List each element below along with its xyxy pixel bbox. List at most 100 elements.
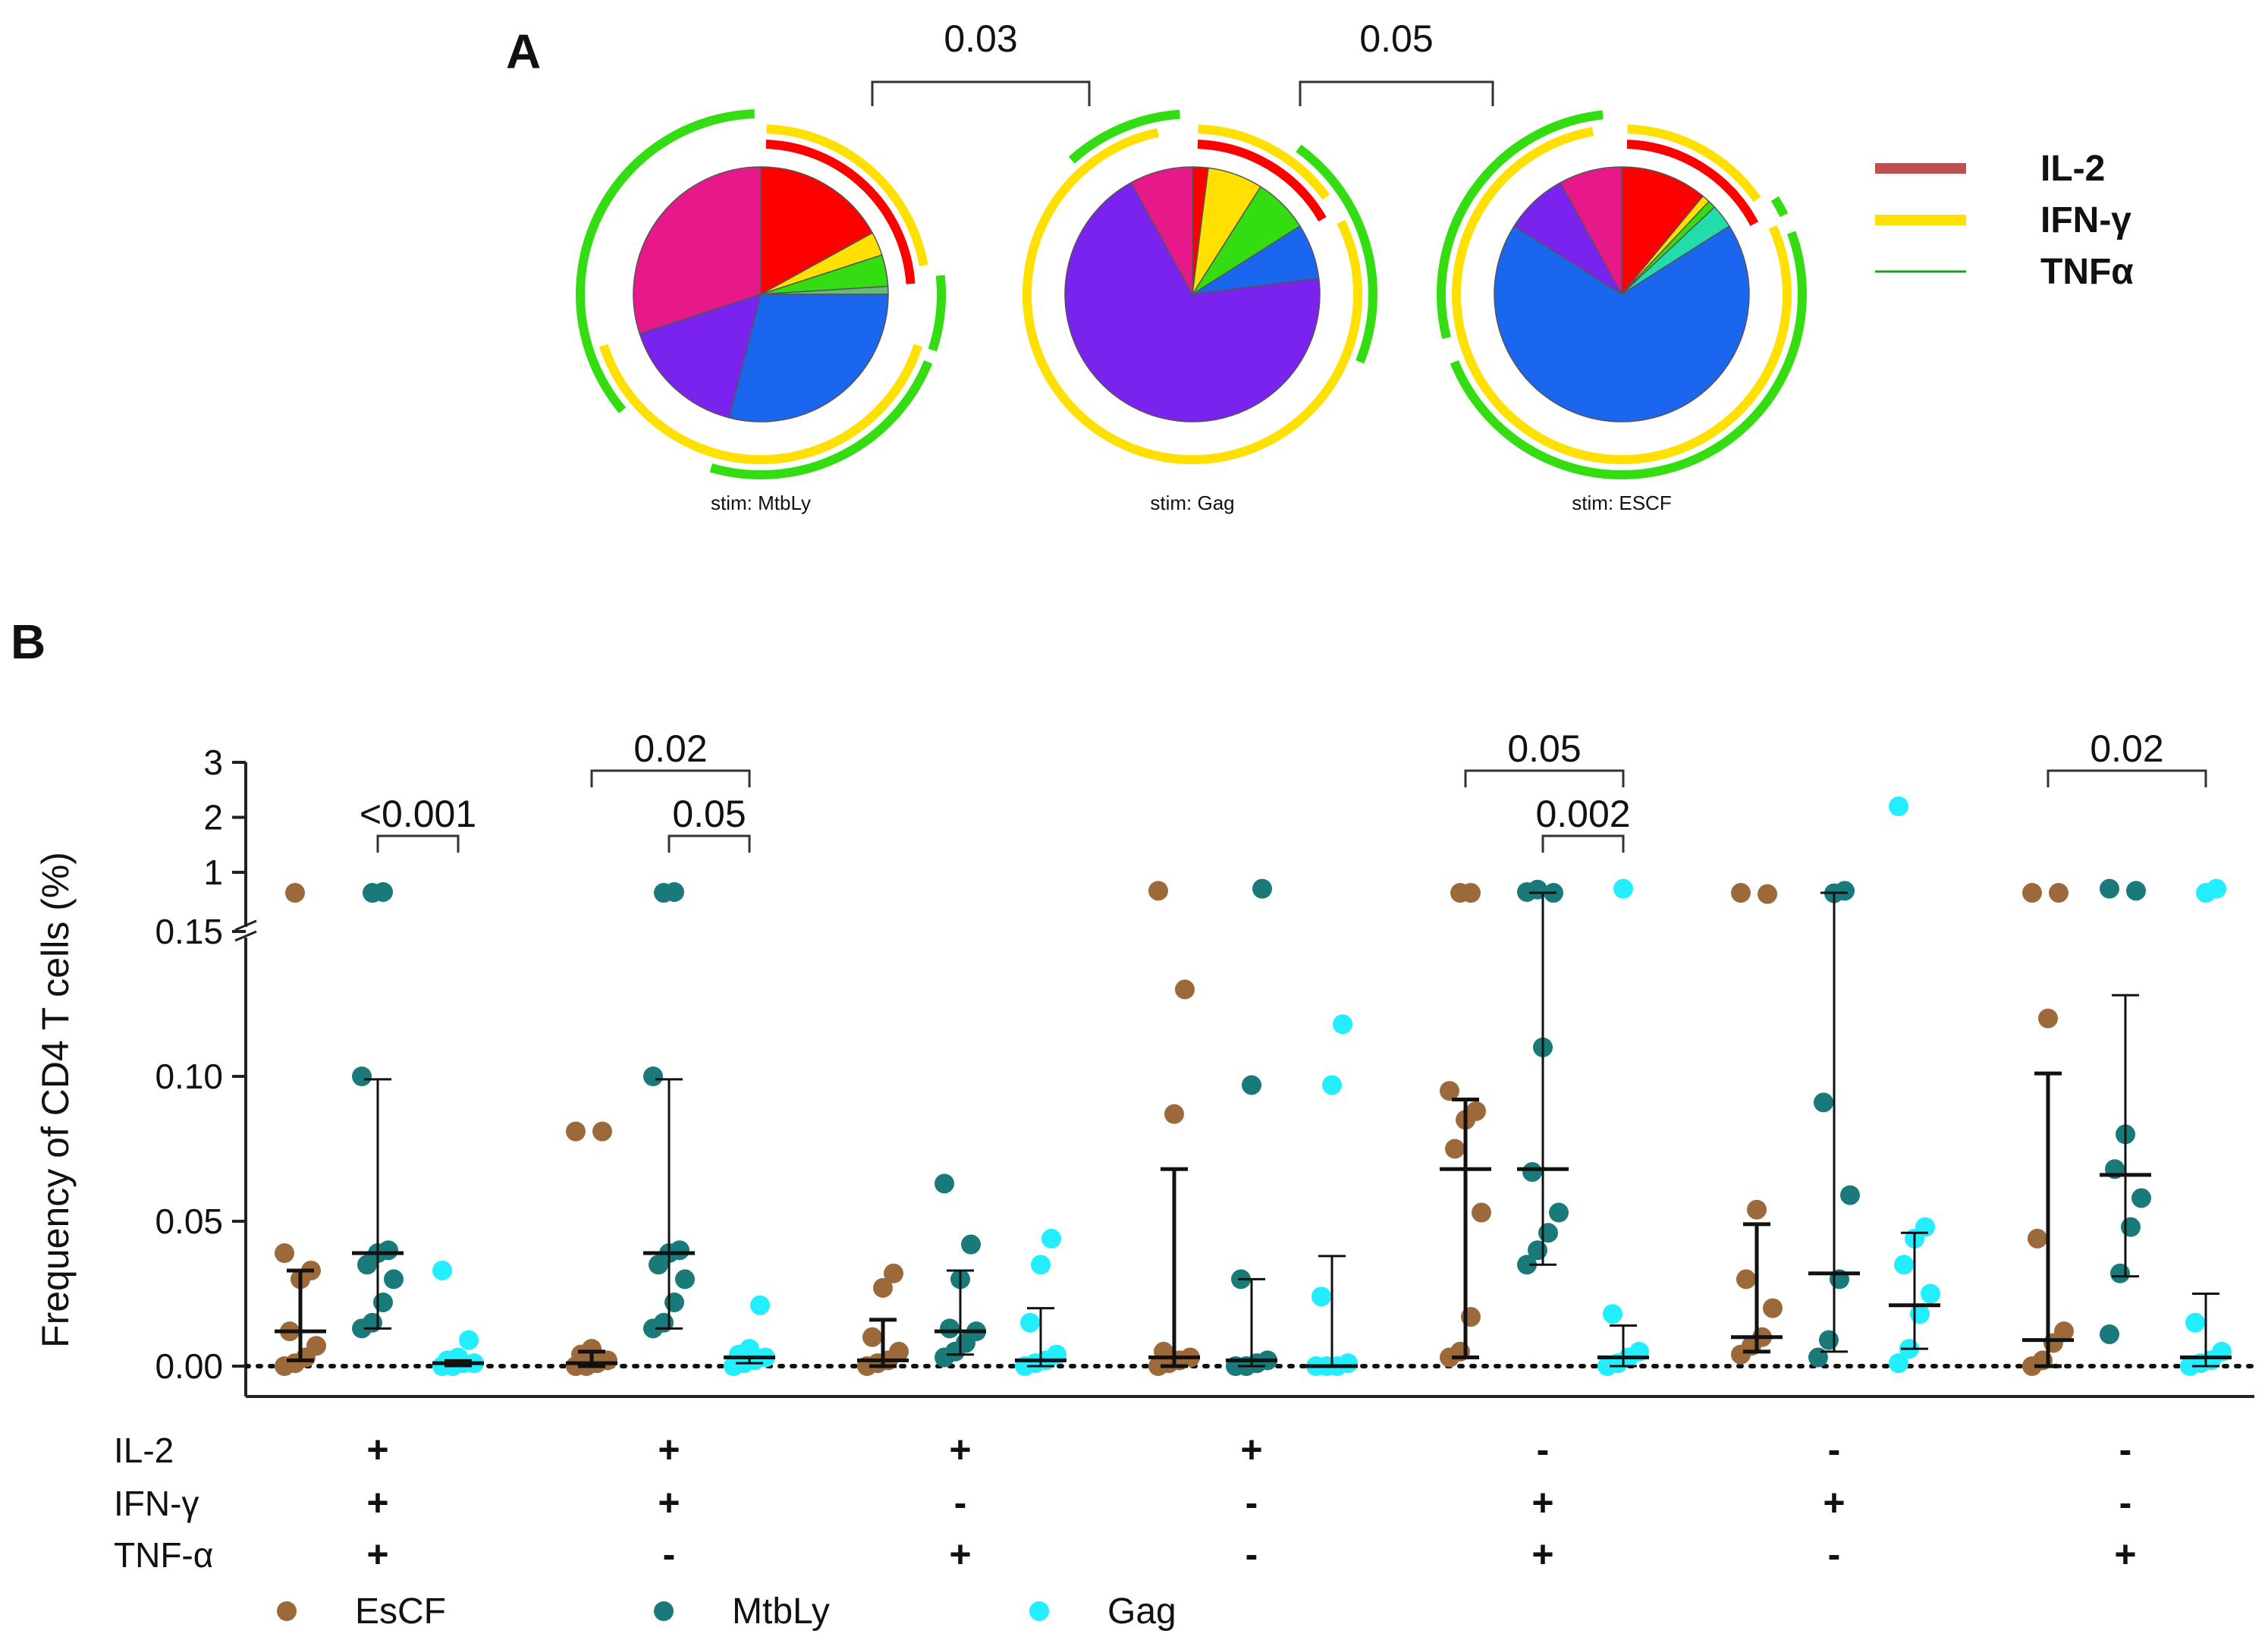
data-point	[750, 1295, 770, 1315]
combination-sign: +	[1823, 1481, 1845, 1524]
data-point	[664, 881, 684, 902]
data-point	[2038, 1008, 2058, 1029]
series-mtbly	[1226, 878, 1277, 1376]
series-gag	[1597, 878, 1649, 1376]
combination-sign: +	[366, 1533, 388, 1575]
series-mtbly	[1808, 881, 1860, 1368]
significance-bracket	[668, 834, 751, 853]
data-point	[2110, 1263, 2130, 1283]
data-point	[1311, 1286, 1331, 1307]
data-point	[1758, 884, 1777, 904]
data-point	[1736, 1269, 1756, 1290]
data-point	[2121, 1217, 2141, 1237]
combination-sign: +	[658, 1481, 680, 1524]
data-point	[935, 1173, 954, 1194]
data-point	[1242, 1075, 1261, 1095]
series-escf	[857, 1263, 909, 1376]
p-value-label: 0.002	[1535, 793, 1630, 835]
data-point	[675, 1269, 695, 1290]
combination-sign: +	[1531, 1481, 1553, 1524]
data-point	[1894, 1255, 1914, 1275]
pie-comparisons: 0.03 0.05	[871, 17, 1494, 106]
cytokine-arc	[1450, 231, 1807, 480]
legend-marker	[277, 1601, 297, 1621]
series-escf	[1440, 883, 1491, 1368]
cytokine-arc	[1198, 124, 1330, 200]
data-point	[1440, 1081, 1459, 1101]
combination-sign: +	[2114, 1533, 2136, 1575]
data-point	[1252, 878, 1272, 899]
legend-label: IFN-γ	[2040, 200, 2131, 240]
y-tick-label: 1	[203, 853, 223, 892]
data-point	[2207, 878, 2226, 899]
data-point	[961, 1234, 981, 1255]
data-point	[862, 1327, 882, 1347]
cytokine-arc	[1437, 110, 1604, 340]
combination-sign: +	[949, 1428, 971, 1471]
cytokine-arc	[576, 109, 755, 413]
data-point	[873, 1277, 893, 1298]
series-gag	[724, 1295, 775, 1376]
data-point	[373, 881, 393, 902]
combination-sign: -	[1246, 1533, 1258, 1575]
legend-label: TNFα	[2040, 252, 2134, 292]
comparison-p-value: 0.03	[944, 17, 1017, 60]
data-point	[1731, 883, 1751, 903]
data-point	[1747, 1199, 1767, 1220]
data-point	[1338, 1353, 1358, 1374]
data-point	[2100, 1324, 2119, 1344]
cytokine-arc	[1296, 144, 1377, 364]
pie-caption: stim: MtbLy	[711, 492, 811, 514]
pie-1: stim: MtbLy	[576, 109, 947, 514]
legend-label: IL-2	[2040, 149, 2105, 189]
data-point	[459, 1330, 479, 1350]
axis-break	[234, 930, 257, 942]
data-point	[2049, 883, 2069, 903]
series-escf	[2022, 883, 2074, 1376]
y-tick-label: 0.15	[155, 912, 223, 951]
data-point	[2054, 1321, 2074, 1342]
data-point	[1889, 796, 1908, 816]
panel-a-label: A	[506, 24, 541, 79]
data-point	[1763, 1298, 1783, 1318]
data-point	[884, 1263, 903, 1283]
data-point	[2185, 1312, 2205, 1333]
axis-break	[234, 919, 257, 931]
panel-b-label: B	[11, 614, 46, 669]
group-3	[857, 1173, 1066, 1376]
axes: 0.00 0.05 0.10 0.15 1 2 3	[155, 743, 2257, 1398]
pie-2: stim: Gag	[1022, 109, 1377, 514]
pie-slice	[1130, 166, 1193, 295]
data-point	[1175, 979, 1195, 1000]
series-gag	[1889, 796, 1940, 1374]
data-point	[1549, 1202, 1569, 1223]
combination-sign: +	[658, 1428, 680, 1471]
data-point	[1472, 1202, 1491, 1223]
data-point	[1333, 1014, 1352, 1035]
data-point	[1164, 1104, 1184, 1124]
data-point	[1445, 1139, 1465, 1159]
data-point	[1840, 1185, 1860, 1205]
pie-charts: stim: MtbLy stim: Gag stim: ESCF	[576, 109, 1807, 514]
series-escf	[566, 1121, 617, 1376]
row-label: TNF-α	[114, 1535, 213, 1575]
data-point	[1603, 1304, 1622, 1324]
p-value-label: <0.001	[360, 793, 476, 835]
significance-bracket	[2047, 769, 2207, 787]
pie-slice	[1494, 225, 1750, 423]
data-point	[1031, 1255, 1051, 1275]
data-point	[1148, 881, 1168, 901]
cytokine-arc	[765, 140, 916, 284]
data-point	[582, 1339, 602, 1359]
cytokine-legend: IL-2 IFN-γ TNFα	[1875, 149, 2134, 292]
combination-sign: +	[1531, 1533, 1553, 1575]
combination-sign: +	[366, 1481, 388, 1524]
legend-label: Gag	[1107, 1591, 1176, 1632]
series-gag	[1015, 1228, 1066, 1376]
series-gag	[2180, 878, 2232, 1376]
legend-marker	[1029, 1601, 1049, 1621]
pie-slice	[728, 294, 889, 423]
row-label: IL-2	[114, 1431, 174, 1470]
pie-slice	[760, 166, 874, 296]
pie-slice	[1064, 181, 1321, 423]
